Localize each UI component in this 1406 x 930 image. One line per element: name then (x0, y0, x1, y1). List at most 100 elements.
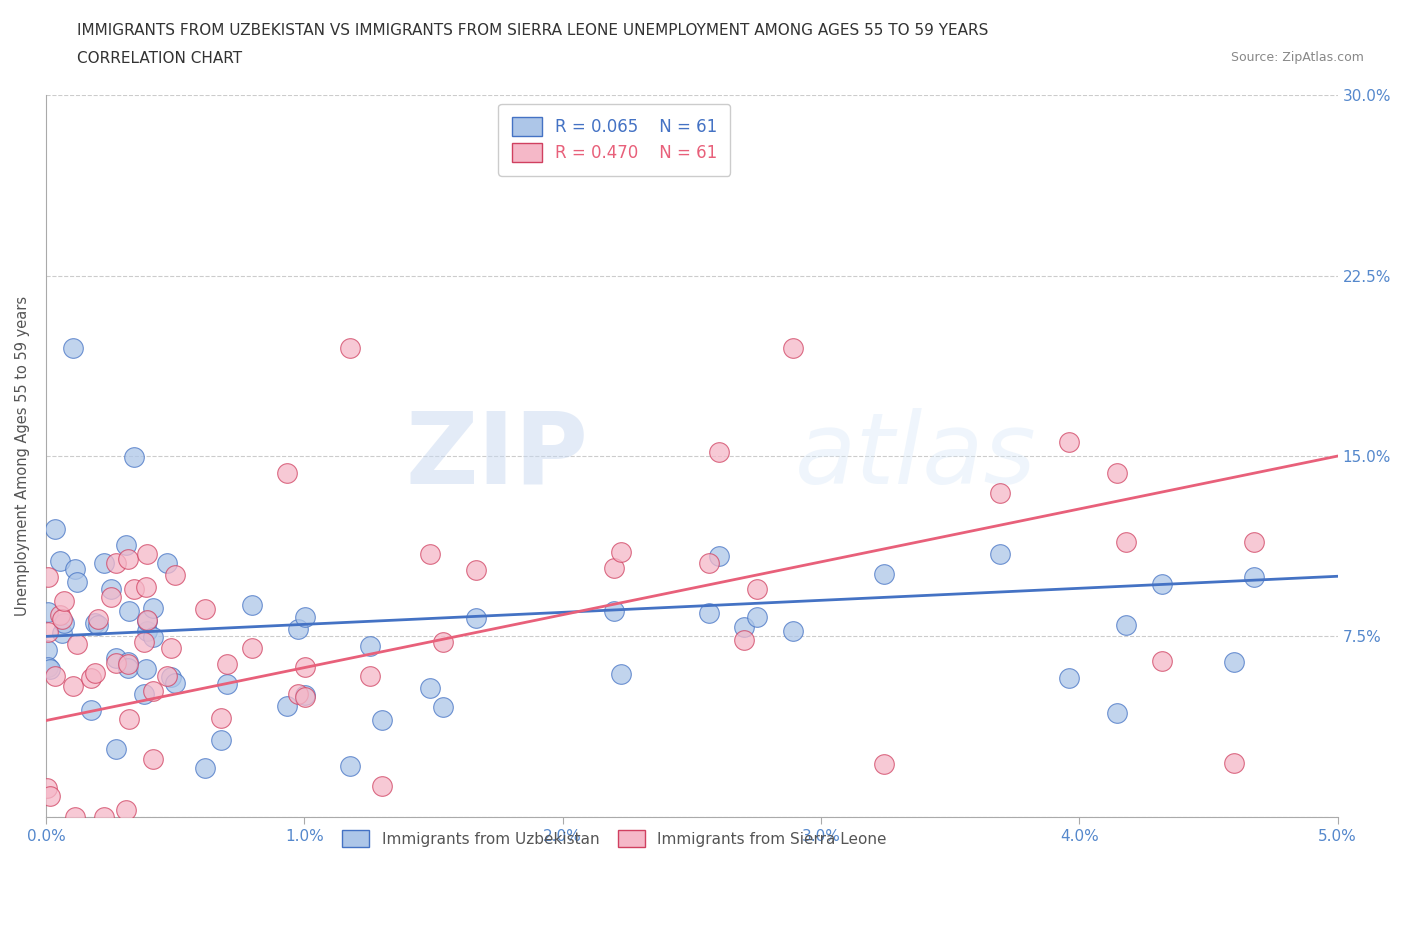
Point (117, 660, 139, 675)
Point (419, 681, 441, 696)
Point (217, 677, 239, 692)
Point (62, 679, 84, 694)
Point (359, 669, 381, 684)
Point (419, 547, 441, 562)
Point (118, 711, 141, 726)
Point (80, 702, 103, 717)
Point (37, 604, 59, 619)
Text: ZIP: ZIP (405, 407, 589, 505)
Point (93, 555, 115, 570)
Point (1150, 577, 1173, 591)
Point (105, 655, 128, 670)
Point (240, 598, 263, 613)
Point (83, 616, 105, 631)
Point (194, 761, 217, 776)
Point (142, 751, 165, 766)
Point (156, 669, 179, 684)
Point (371, 779, 394, 794)
Point (240, 640, 263, 655)
Point (1115, 534, 1137, 549)
Legend: Immigrants from Uzbekistan, Immigrants from Sierra Leone: Immigrants from Uzbekistan, Immigrants f… (329, 817, 898, 859)
Point (209, 732, 232, 747)
Point (603, 604, 626, 618)
Point (156, 555, 179, 570)
Point (294, 610, 316, 625)
Point (276, 698, 298, 713)
Point (37, 659, 59, 674)
Point (194, 602, 217, 617)
Point (83, 665, 105, 680)
Point (709, 445, 731, 459)
Point (51, 612, 73, 627)
Point (339, 340, 361, 355)
Point (782, 623, 804, 638)
Point (135, 662, 157, 677)
Point (100, 590, 122, 604)
Point (1115, 618, 1137, 632)
Point (105, 741, 128, 756)
Point (988, 485, 1011, 500)
Point (117, 655, 139, 670)
Point (39, 789, 62, 804)
Point (464, 610, 486, 625)
Point (51, 626, 73, 641)
Point (697, 605, 720, 620)
Point (87, 618, 110, 632)
Point (359, 639, 381, 654)
Point (1150, 654, 1173, 669)
Point (135, 580, 157, 595)
Point (87, 612, 110, 627)
Point (142, 601, 165, 616)
Point (117, 657, 139, 671)
Point (160, 641, 183, 656)
Point (163, 676, 186, 691)
Point (733, 632, 755, 647)
Point (782, 340, 804, 355)
Point (1243, 570, 1265, 585)
Point (136, 613, 159, 628)
Point (603, 561, 626, 576)
Point (1243, 535, 1265, 550)
Point (1105, 705, 1128, 720)
Point (35, 781, 58, 796)
Point (105, 651, 128, 666)
Point (65, 575, 87, 590)
Point (217, 657, 239, 671)
Text: IMMIGRANTS FROM UZBEKISTAN VS IMMIGRANTS FROM SIERRA LEONE UNEMPLOYMENT AMONG AG: IMMIGRANTS FROM UZBEKISTAN VS IMMIGRANTS… (77, 23, 988, 38)
Point (65, 809, 87, 824)
Point (62, 340, 84, 355)
Point (80, 671, 103, 685)
Point (114, 803, 136, 817)
Point (294, 659, 316, 674)
Point (209, 711, 232, 725)
Point (1223, 756, 1246, 771)
Point (44, 522, 66, 537)
Point (122, 581, 145, 596)
Point (39, 662, 62, 677)
Y-axis label: Unemployment Among Ages 55 to 59 years: Unemployment Among Ages 55 to 59 years (15, 296, 30, 616)
Point (136, 547, 159, 562)
Point (287, 687, 309, 702)
Point (49, 608, 72, 623)
Point (44, 669, 66, 684)
Point (49, 553, 72, 568)
Point (122, 450, 145, 465)
Point (1057, 671, 1080, 685)
Point (276, 466, 298, 481)
Text: Source: ZipAtlas.com: Source: ZipAtlas.com (1230, 51, 1364, 64)
Point (988, 547, 1011, 562)
Point (873, 566, 896, 581)
Point (745, 582, 768, 597)
Point (37, 569, 59, 584)
Point (287, 621, 309, 636)
Point (118, 604, 141, 618)
Point (1223, 655, 1246, 670)
Text: atlas: atlas (796, 407, 1036, 505)
Point (52, 593, 75, 608)
Point (432, 634, 454, 649)
Point (93, 809, 115, 824)
Point (464, 563, 486, 578)
Point (100, 581, 122, 596)
Text: CORRELATION CHART: CORRELATION CHART (77, 51, 242, 66)
Point (163, 567, 186, 582)
